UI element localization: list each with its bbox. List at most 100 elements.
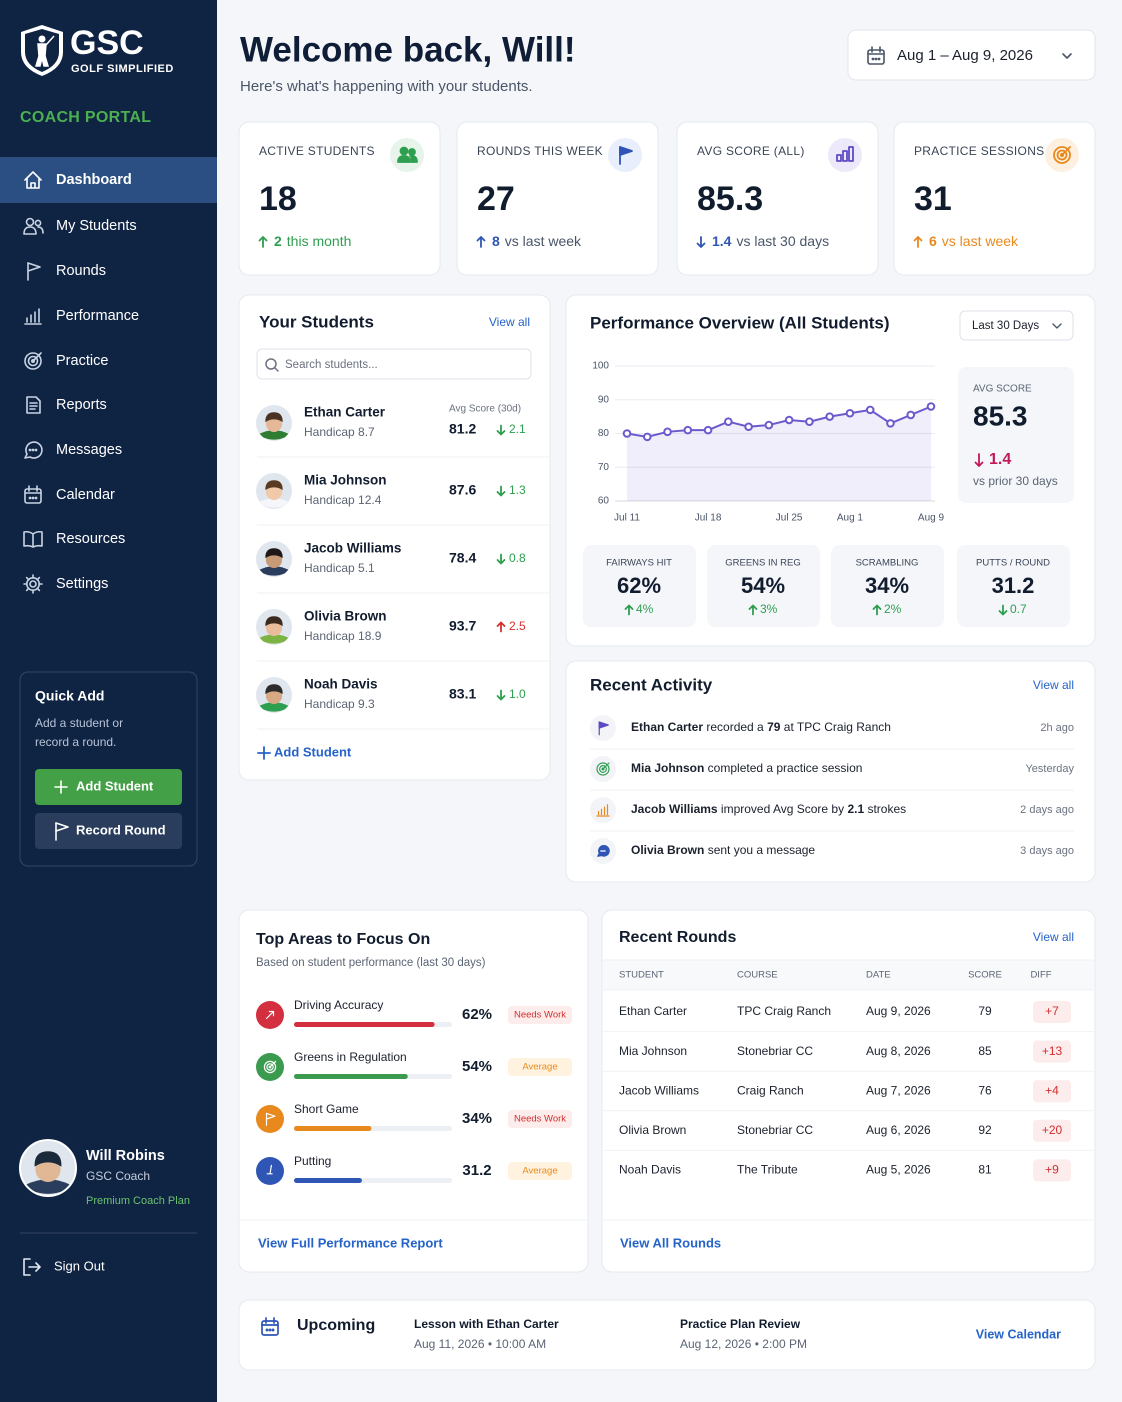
nav-item[interactable]: Performance [24,308,139,325]
link[interactable]: View Full Performance Report [258,1235,443,1250]
badge: Needs Work [514,1010,566,1021]
icon [27,262,41,281]
metric-box [583,545,696,627]
nav-item[interactable]: Messages [24,441,122,459]
link[interactable]: View All Rounds [620,1235,721,1250]
icon [598,721,609,736]
stat-delta: 1.4 vs last 30 days [712,233,829,249]
upcoming-when: Aug 12, 2026 • 2:00 PM [680,1337,807,1351]
student-name: Noah Davis [304,677,378,692]
activity-row[interactable]: Olivia Brown sent you a message 3 days ag… [590,830,1074,864]
table-cell: 81 [978,1163,992,1177]
icon-part [874,57,878,61]
nav-item[interactable]: Practice [24,352,108,370]
round-row[interactable]: Noah Davis The Tribute Aug 5, 2026 81 +9 [603,1149,1094,1182]
activity-time: 3 days ago [1020,845,1074,857]
link[interactable]: View all [1033,678,1074,692]
table-cell: Jacob Williams [619,1083,699,1097]
sign-out-label: Sign Out [54,1258,105,1273]
link[interactable]: View all [1033,930,1074,944]
nav-item[interactable]: Settings [23,574,108,594]
round-row[interactable]: Olivia Brown Stonebriar CC Aug 6, 2026 92 +2… [603,1110,1094,1142]
stat-label: ACTIVE STUDENTS [259,144,375,158]
upcoming-item[interactable]: Practice Plan Review Aug 12, 2026 • 2:00 … [680,1317,807,1351]
avatar [20,1140,76,1196]
icon-part [24,352,42,370]
nav-item[interactable]: Resources [23,531,125,548]
stat-label: PRACTICE SESSIONS [914,144,1044,158]
nav-item[interactable]: Rounds [27,262,106,281]
student-delta: 0.8 [509,551,526,565]
avatar-ring [19,1139,77,1197]
student-row[interactable]: Mia Johnson Handicap 12.4 87.6 1.3 [256,456,550,509]
activity-row[interactable]: Mia Johnson completed a practice session… [590,748,1074,782]
icon-part [596,762,610,776]
progress-bar [294,1178,362,1183]
avatar-hair [265,548,283,559]
link[interactable]: View Calendar [976,1327,1061,1341]
icon-part [24,441,43,459]
icon-part [867,49,885,65]
nav-item[interactable]: Calendar [24,485,115,504]
activity-row[interactable]: Jacob Williams improved Avg Score by 2.1… [590,789,1074,823]
nav-item[interactable]: Reports [26,396,107,414]
stat-card [456,121,659,276]
metric-label: SCRAMBLING [856,558,919,569]
icon-part [34,448,38,452]
student-delta: 2.5 [509,619,526,633]
button-bg [35,813,182,849]
student-row[interactable]: Jacob Williams Handicap 5.1 78.4 0.8 [256,524,550,577]
student-score: 93.7 [449,618,476,634]
add-student-label: Add Student [274,744,352,759]
nav-item[interactable]: My Students [23,217,137,235]
icon-part [274,367,279,372]
x-tick-label: Jul 11 [614,513,640,524]
table-cell: Stonebriar CC [737,1044,813,1058]
badge-bg [508,1110,572,1128]
icon-part [24,171,42,189]
icon-part [263,1060,277,1074]
link[interactable]: View all [489,315,530,329]
icon [867,46,885,65]
button[interactable]: Record Round [35,813,182,849]
icon [23,574,43,594]
activity-text-part: Mia Johnson [631,761,704,775]
logo-golfer [38,35,46,43]
arrow-icon [258,236,268,248]
date-picker[interactable]: Aug 1 – Aug 9, 2026 [847,29,1096,81]
icon [263,1060,277,1074]
activity-row[interactable]: Ethan Carter recorded a 79 at TPC Craig … [590,715,1074,741]
stat-value: 31 [914,180,952,218]
icon-part [23,1258,41,1276]
student-row[interactable]: Ethan Carter Handicap 8.7 81.2 2.1 [256,405,526,441]
round-row[interactable]: Mia Johnson Stonebriar CC Aug 8, 2026 85 +13 [603,1031,1094,1063]
student-row[interactable]: Olivia Brown Handicap 18.9 93.7 2.5 [256,592,550,645]
sign-out[interactable]: Sign Out [23,1258,105,1276]
icon-part [25,217,35,227]
metric-label: FAIRWAYS HIT [606,558,672,569]
stat-delta-value: 8 [492,233,500,249]
nav-label: Reports [56,397,107,413]
line [626,405,932,438]
range-dropdown[interactable]: Last 30 Days [959,310,1074,341]
y-tick-label: 70 [598,462,610,473]
upcoming-item[interactable]: Lesson with Ethan Carter Aug 11, 2026 • 1… [414,1317,559,1351]
add-student[interactable]: Add Student [257,744,352,760]
table-cell: TPC Craig Ranch [737,1004,831,1018]
button[interactable]: Add Student [35,769,182,805]
icon-part [1056,149,1068,161]
activity-text-part: Jacob Williams [631,802,718,816]
nav-label: Settings [56,576,108,592]
round-row[interactable]: Jacob Williams Craig Ranch Aug 7, 2026 76 +4 [603,1070,1094,1103]
stat-delta: 8 vs last week [492,233,582,249]
activity-text: Mia Johnson completed a practice session [631,761,862,775]
button-bg [35,769,182,805]
icon-part [597,804,609,816]
nav-item[interactable]: Dashboard [0,157,217,203]
icon-part [268,1328,272,1332]
student-row[interactable]: Noah Davis Handicap 9.3 83.1 1.0 [256,660,550,713]
portal-label: COACH PORTAL [20,109,151,126]
search-box[interactable] [256,348,532,380]
icon-part [1053,146,1071,164]
round-row[interactable]: Ethan Carter TPC Craig Ranch Aug 9, 2026 79… [619,1001,1071,1023]
